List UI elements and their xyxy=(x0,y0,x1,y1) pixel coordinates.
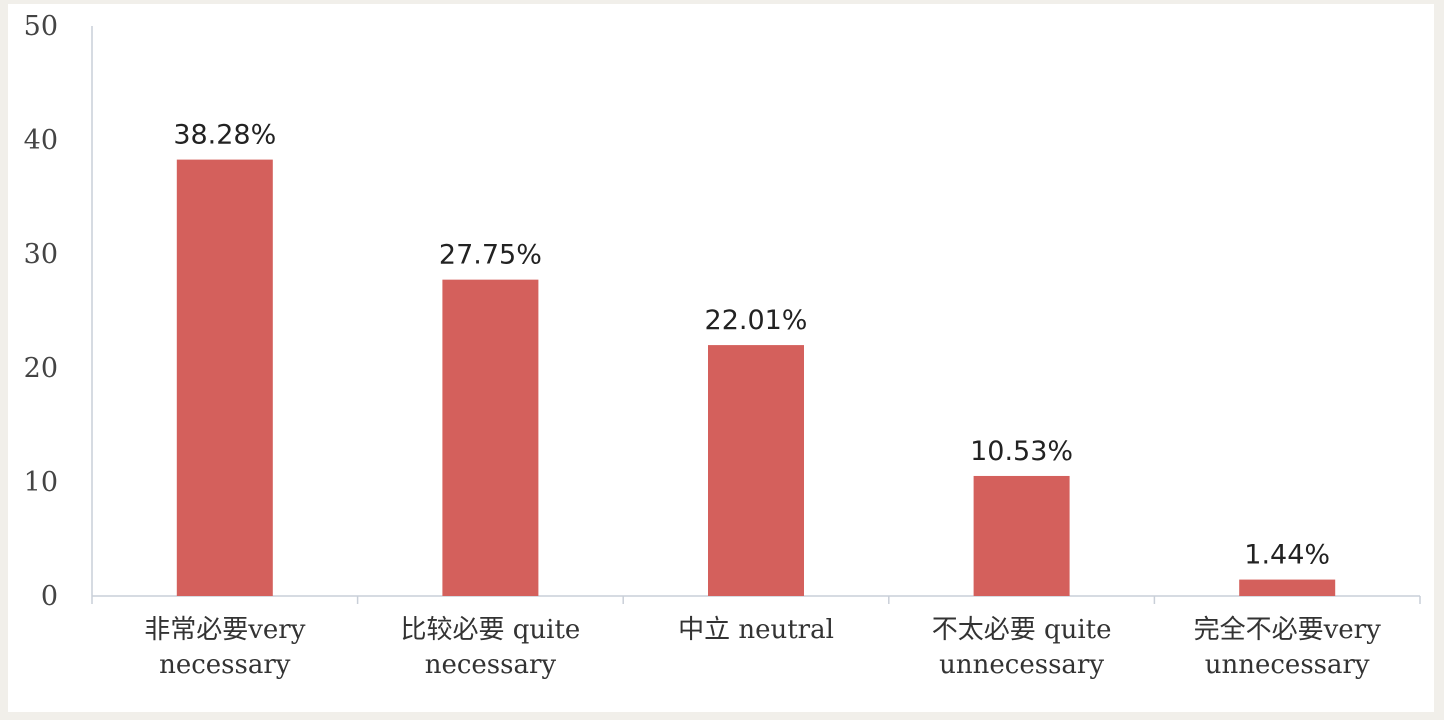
category-label: necessary xyxy=(159,650,291,680)
y-tick-label: 40 xyxy=(24,125,58,156)
data-label: 27.75% xyxy=(439,240,542,271)
category-label: 完全不必要very xyxy=(1194,615,1382,645)
category-label: 不太必要 quite xyxy=(932,615,1112,645)
category-label: unnecessary xyxy=(939,650,1104,680)
category-label: unnecessary xyxy=(1205,650,1370,680)
data-label: 10.53% xyxy=(970,436,1073,467)
category-label: 比较必要 quite xyxy=(400,615,580,645)
y-tick-label: 0 xyxy=(41,581,58,612)
bar xyxy=(1239,579,1336,596)
category-label: necessary xyxy=(425,650,557,680)
bar-chart: 0 10 20 30 40 50 38.28% 27.75% 22.01% 10.53% 1.44… xyxy=(24,11,1421,680)
category-label: 中立 neutral xyxy=(678,615,834,645)
bar xyxy=(708,345,804,596)
category-label: 非常必要very xyxy=(144,615,306,645)
y-tick-label: 30 xyxy=(24,239,58,270)
category-labels: 非常必要very necessary 比较必要 quite necessary 中立 n… xyxy=(144,615,1381,680)
bar xyxy=(176,159,273,596)
data-labels: 38.28% 27.75% 22.01% 10.53% 1.44% xyxy=(173,120,1330,571)
bar xyxy=(973,475,1070,596)
y-axis-ticks: 0 10 20 30 40 50 xyxy=(24,11,58,612)
y-tick-label: 10 xyxy=(24,467,58,498)
bar xyxy=(442,279,539,596)
data-label: 1.44% xyxy=(1244,540,1330,571)
y-tick-label: 50 xyxy=(24,11,58,42)
y-tick-label: 20 xyxy=(24,353,58,384)
data-label: 22.01% xyxy=(705,305,808,336)
data-label: 38.28% xyxy=(173,120,276,151)
bars xyxy=(176,159,1336,596)
chart-frame: 0 10 20 30 40 50 38.28% 27.75% 22.01% 10.53% 1.44… xyxy=(8,4,1434,712)
